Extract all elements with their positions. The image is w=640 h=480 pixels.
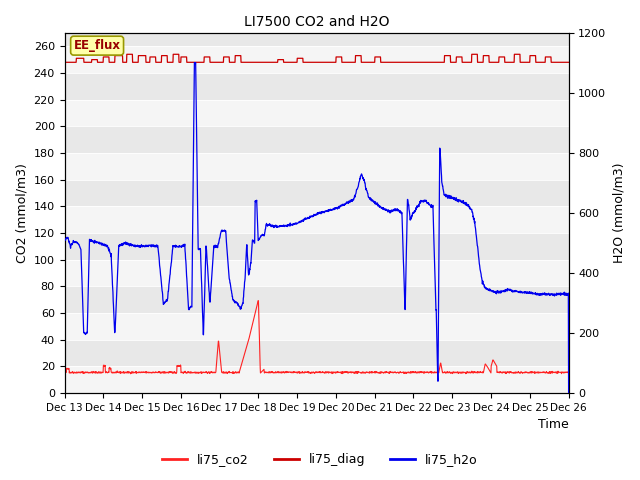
Bar	[65, 206, 568, 233]
Text: EE_flux: EE_flux	[74, 39, 120, 52]
Bar	[65, 100, 568, 126]
Legend: li75_co2, li75_diag, li75_h2o: li75_co2, li75_diag, li75_h2o	[157, 448, 483, 471]
Title: LI7500 CO2 and H2O: LI7500 CO2 and H2O	[244, 15, 389, 29]
Bar	[65, 260, 568, 287]
Bar	[65, 366, 568, 393]
X-axis label: Time: Time	[538, 419, 568, 432]
Y-axis label: H2O (mmol/m3): H2O (mmol/m3)	[612, 163, 625, 264]
Y-axis label: CO2 (mmol/m3): CO2 (mmol/m3)	[15, 163, 28, 263]
Bar	[65, 153, 568, 180]
Bar	[65, 313, 568, 340]
Bar	[65, 46, 568, 73]
